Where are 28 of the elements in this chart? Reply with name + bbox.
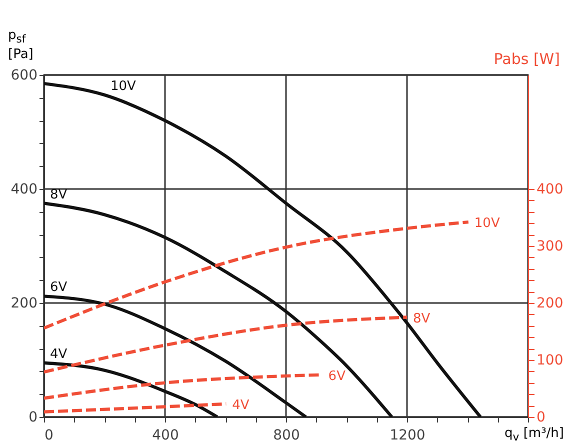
y2-tick-label: 200 — [536, 296, 564, 312]
x-axis-title: q$_{v}$ [m³/h] — [504, 426, 564, 445]
x-tick-label: 1200 — [390, 428, 426, 444]
y-tick-label: 600 — [10, 68, 38, 84]
series-label: 8V — [413, 311, 430, 326]
y-axis-title: p$_{sf}$ [Pa] — [8, 28, 34, 62]
y2-tick-label: 100 — [536, 352, 564, 368]
series-label: 4V — [232, 398, 250, 413]
x-tick-label: 800 — [273, 428, 300, 444]
y-tick-label: 0 — [28, 410, 38, 426]
y-tick-label: 200 — [10, 296, 38, 312]
y2-tick-label: 400 — [536, 182, 564, 198]
x-tick-label: 400 — [152, 428, 179, 444]
y2-tick-label: 300 — [536, 238, 564, 254]
y2-axis-title: Pabs [W] — [494, 50, 560, 68]
series-label: 8V — [50, 187, 68, 202]
series-label: 4V — [50, 346, 68, 362]
series-label: 10V — [110, 79, 136, 94]
line-series — [44, 361, 219, 417]
line-series — [44, 220, 470, 330]
y-tick-label: 400 — [10, 182, 38, 198]
series-label: 10V — [474, 216, 500, 232]
line-series — [44, 202, 394, 417]
x-tick-label: 0 — [44, 428, 54, 444]
series-label: 6V — [50, 280, 68, 296]
series-label: 6V — [328, 368, 346, 384]
y2-tick-label: 0 — [536, 410, 546, 426]
line-series — [44, 294, 308, 417]
